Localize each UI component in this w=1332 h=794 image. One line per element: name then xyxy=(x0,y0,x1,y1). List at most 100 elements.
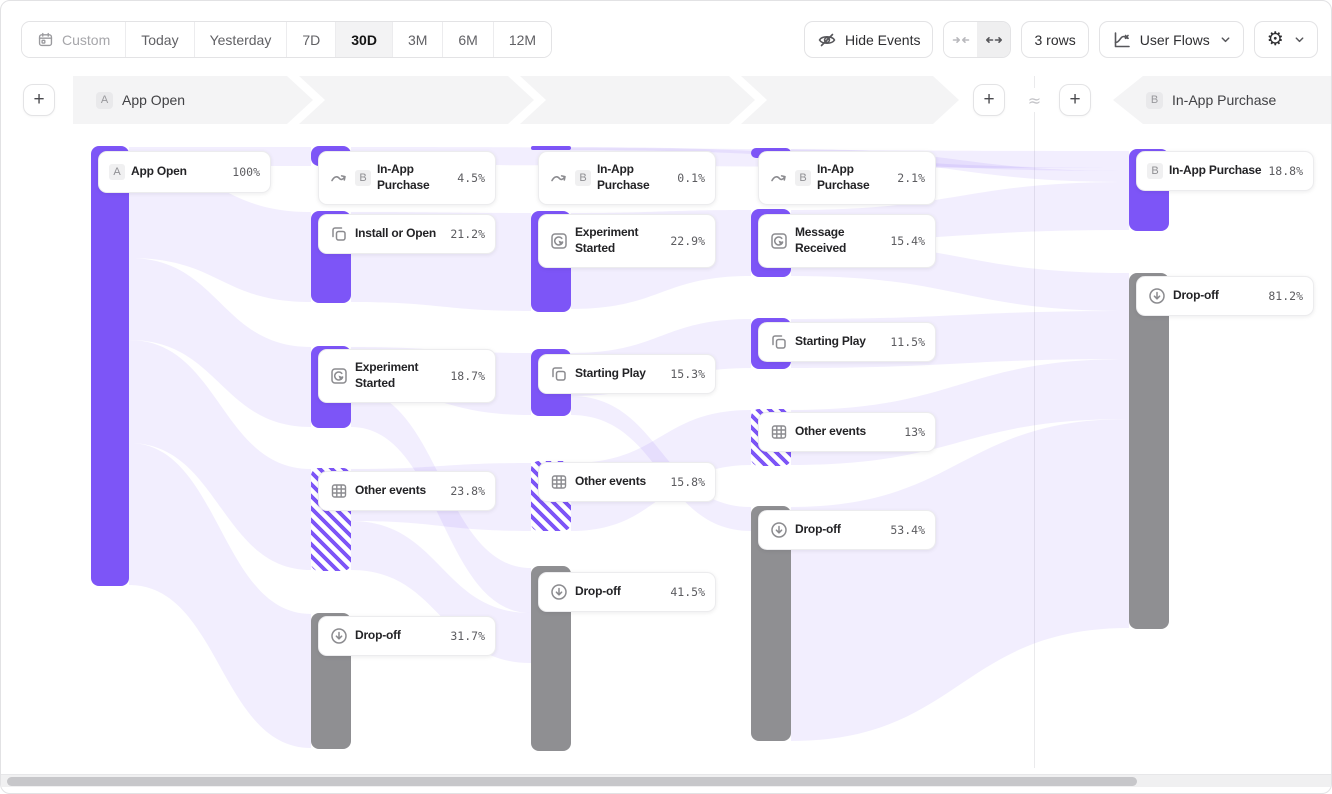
end-event-badge: B xyxy=(1146,91,1163,109)
expand-horizontal-button[interactable] xyxy=(977,22,1011,57)
date-range-30d[interactable]: 30D xyxy=(336,22,393,57)
node-label: Experiment Started xyxy=(575,225,639,255)
start-event-banner[interactable] xyxy=(73,76,313,124)
date-range-label: 7D xyxy=(302,31,321,48)
squares-icon xyxy=(329,224,349,244)
node-label: Install or Open xyxy=(355,226,437,241)
collapse-horizontal-icon xyxy=(951,30,971,50)
event-badge: A xyxy=(109,164,125,180)
experiment-icon xyxy=(549,231,569,251)
flow-bar-target-jump[interactable] xyxy=(531,146,571,150)
node-card-event[interactable]: Starting Play 11.5% xyxy=(758,322,936,362)
rows-label: 3 rows xyxy=(1034,31,1076,48)
jump-icon xyxy=(549,168,569,188)
add-end-step-button[interactable]: + xyxy=(1059,84,1091,116)
flow-ribbon xyxy=(791,419,1129,741)
node-label: Drop-off xyxy=(1173,288,1219,303)
view-selector-label: User Flows xyxy=(1139,31,1210,48)
event-badge: B xyxy=(355,170,371,186)
end-event-label: In-App Purchase xyxy=(1172,92,1277,108)
node-card-event[interactable]: Message Received 15.4% xyxy=(758,214,936,268)
experiment-icon xyxy=(329,366,349,386)
node-percent: 18.7% xyxy=(450,369,485,383)
date-range-label: Custom xyxy=(62,31,111,48)
date-range-yesterday[interactable]: Yesterday xyxy=(194,22,288,57)
flow-ribbon xyxy=(129,165,311,302)
node-card-event[interactable]: Experiment Started 22.9% xyxy=(538,214,716,268)
node-card-event[interactable]: Starting Play 15.3% xyxy=(538,354,716,394)
node-card-target-jump[interactable]: B In-App Purchase 2.1% xyxy=(758,151,936,205)
calendar-icon xyxy=(37,31,54,48)
node-card-target[interactable]: B In-App Purchase 18.8% xyxy=(1136,151,1314,191)
date-range-6m[interactable]: 6M xyxy=(443,22,494,57)
node-card-other[interactable]: Other events 15.8% xyxy=(538,462,716,502)
node-percent: 13% xyxy=(904,425,925,439)
node-card-dropoff[interactable]: Drop-off 81.2% xyxy=(1136,276,1314,316)
date-range-custom[interactable]: Custom xyxy=(22,22,127,57)
panel-divider xyxy=(1034,76,1035,768)
node-card-other[interactable]: Other events 13% xyxy=(758,412,936,452)
node-label: Experiment Started xyxy=(355,360,419,390)
node-percent: 15.4% xyxy=(890,234,925,248)
dropoff-icon xyxy=(769,520,789,540)
date-range-7d[interactable]: 7D xyxy=(287,22,337,57)
user-flows-icon xyxy=(1112,30,1132,50)
start-event-label-group: A App Open xyxy=(96,76,185,124)
collapse-horizontal-button[interactable] xyxy=(944,22,978,57)
jump-icon xyxy=(769,168,789,188)
flow-bar-dropoff[interactable] xyxy=(1129,273,1169,629)
event-badge: B xyxy=(575,170,591,186)
add-step-button[interactable]: + xyxy=(973,84,1005,116)
date-range-label: 3M xyxy=(407,31,428,48)
node-card-dropoff[interactable]: Drop-off 41.5% xyxy=(538,572,716,612)
node-percent: 0.1% xyxy=(677,171,705,185)
node-percent: 21.2% xyxy=(450,227,485,241)
event-badge: B xyxy=(795,170,811,186)
node-percent: 53.4% xyxy=(890,523,925,537)
chevron-down-icon xyxy=(1294,34,1305,45)
grid-icon xyxy=(329,481,349,501)
date-range-3m[interactable]: 3M xyxy=(392,22,444,57)
hide-events-label: Hide Events xyxy=(845,31,921,48)
dropoff-icon xyxy=(1147,286,1167,306)
node-card-target-jump[interactable]: B In-App Purchase 4.5% xyxy=(318,151,496,205)
node-percent: 81.2% xyxy=(1268,289,1303,303)
node-percent: 15.8% xyxy=(670,475,705,489)
horizontal-scrollbar-thumb[interactable] xyxy=(7,777,1137,786)
flow-step-chevron xyxy=(520,76,755,124)
view-selector-button[interactable]: User Flows xyxy=(1098,21,1244,58)
date-range-label: 6M xyxy=(458,31,478,48)
node-card-dropoff[interactable]: Drop-off 31.7% xyxy=(318,616,496,656)
eye-off-icon xyxy=(817,30,837,50)
node-percent: 11.5% xyxy=(890,335,925,349)
node-card-start[interactable]: A App Open 100% xyxy=(98,151,271,193)
node-label: Starting Play xyxy=(795,334,866,349)
node-card-other[interactable]: Other events 23.8% xyxy=(318,471,496,511)
date-range-today[interactable]: Today xyxy=(126,22,195,57)
settings-button[interactable]: ⚙ xyxy=(1253,21,1318,58)
node-label: Other events xyxy=(575,474,646,489)
flow-ribbon xyxy=(129,443,311,748)
flow-bar-start[interactable] xyxy=(91,146,129,586)
node-card-dropoff[interactable]: Drop-off 53.4% xyxy=(758,510,936,550)
start-event-badge: A xyxy=(96,91,113,109)
rows-button[interactable]: 3 rows xyxy=(1021,21,1089,58)
node-card-event[interactable]: Experiment Started 18.7% xyxy=(318,349,496,403)
add-start-event-button[interactable]: + xyxy=(23,84,55,116)
hide-events-button[interactable]: Hide Events xyxy=(804,21,934,58)
node-percent: 31.7% xyxy=(450,629,485,643)
flow-step-chevron xyxy=(741,76,959,124)
node-card-target-jump[interactable]: B In-App Purchase 0.1% xyxy=(538,151,716,205)
dropoff-icon xyxy=(549,582,569,602)
flow-ribbon xyxy=(129,340,311,570)
node-card-event[interactable]: Install or Open 21.2% xyxy=(318,214,496,254)
node-label: App Open xyxy=(131,164,187,179)
horizontal-scrollbar-track[interactable] xyxy=(1,774,1331,787)
chevron-down-icon xyxy=(1220,34,1231,45)
date-range-selector: Custom Today Yesterday 7D 30D 3M 6M 12M xyxy=(21,21,553,58)
grid-icon xyxy=(549,472,569,492)
grid-icon xyxy=(769,422,789,442)
node-percent: 23.8% xyxy=(450,484,485,498)
date-range-12m[interactable]: 12M xyxy=(493,22,552,57)
